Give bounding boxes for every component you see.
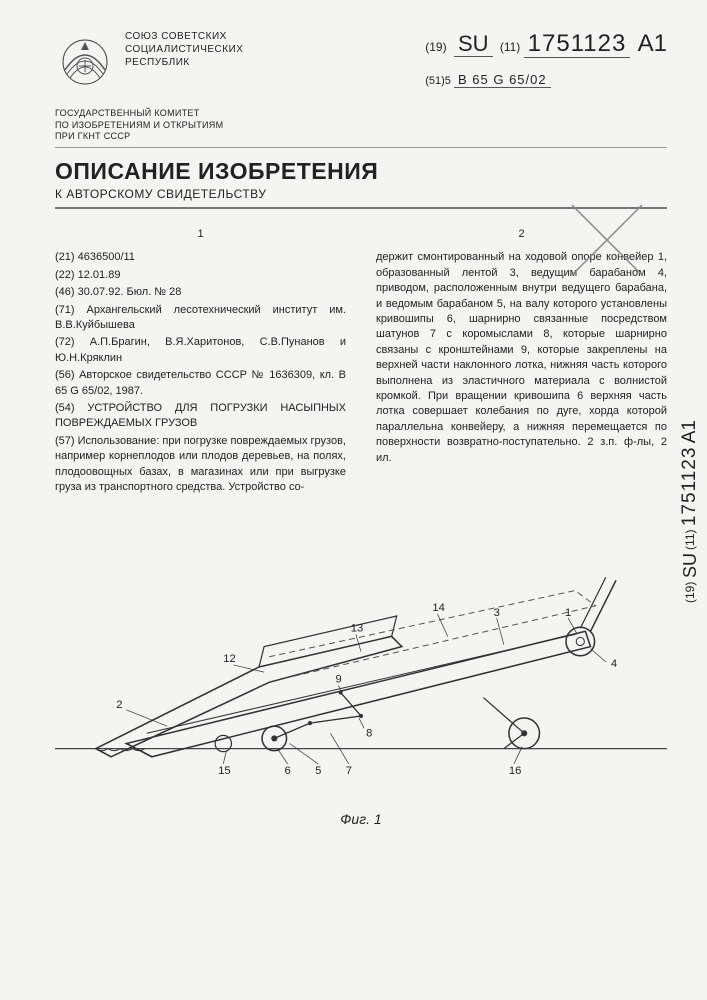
field-46: (46) 30.07.92. Бюл. № 28: [55, 285, 346, 300]
side-number: 1751123: [679, 447, 700, 527]
org-line: СОЦИАЛИСТИЧЕСКИХ: [125, 43, 243, 56]
side-19: (19): [683, 582, 697, 603]
committee-line: ПРИ ГКНТ СССР: [55, 131, 667, 143]
side-a1: A1: [679, 420, 700, 443]
side-document-code: (19) SU (11) 1751123 A1: [679, 420, 701, 603]
committee-line: ПО ИЗОБРЕТЕНИЯМ И ОТКРЫТИЯМ: [55, 120, 667, 132]
column-left: 1 (21) 4636500/11 (22) 12.01.89 (46) 30.…: [55, 227, 346, 497]
org-line: РЕСПУБЛИК: [125, 56, 243, 69]
ref-14: 14: [432, 602, 444, 614]
ref-4: 4: [611, 658, 617, 670]
ref-15: 15: [218, 765, 230, 777]
country-code: SU: [454, 31, 493, 57]
committee-line: ГОСУДАРСТВЕННЫЙ КОМИТЕТ: [55, 108, 667, 120]
code-51-label: (51)5: [425, 75, 451, 87]
state-emblem: [55, 30, 115, 90]
ref-16: 16: [509, 765, 521, 777]
field-72: (72) А.П.Брагин, В.Я.Харитонов, С.В.Пуна…: [55, 335, 346, 366]
committee-block: ГОСУДАРСТВЕННЫЙ КОМИТЕТ ПО ИЗОБРЕТЕНИЯМ …: [55, 108, 667, 143]
field-21: (21) 4636500/11: [55, 250, 346, 265]
divider-heavy: [55, 207, 667, 209]
ipc-class: B 65 G 65/02: [454, 72, 551, 88]
ref-7: 7: [346, 765, 352, 777]
issuing-org: СОЮЗ СОВЕТСКИХ СОЦИАЛИСТИЧЕСКИХ РЕСПУБЛИ…: [125, 30, 243, 90]
ref-8: 8: [366, 728, 372, 740]
document-subtitle: К АВТОРСКОМУ СВИДЕТЕЛЬСТВУ: [55, 187, 667, 201]
ref-1: 1: [565, 607, 571, 619]
figure-caption: Фиг. 1: [55, 811, 667, 827]
ref-9: 9: [336, 674, 342, 686]
side-su: SU: [680, 553, 700, 578]
document-number: 1751123: [524, 30, 631, 58]
field-54: (54) УСТРОЙСТВО ДЛЯ ПОГРУЗКИ НАСЫПНЫХ ПО…: [55, 401, 346, 432]
body-columns: 1 (21) 4636500/11 (22) 12.01.89 (46) 30.…: [55, 227, 667, 497]
ref-3: 3: [494, 607, 500, 619]
code-11-label: (11): [500, 40, 520, 54]
column-number: 1: [55, 227, 346, 242]
column-right: 2 держит смонтированный на ходовой опоре…: [376, 227, 667, 497]
code-19-label: (19): [425, 40, 446, 54]
ref-12: 12: [223, 653, 235, 665]
divider: [55, 147, 667, 148]
document-title: ОПИСАНИЕ ИЗОБРЕТЕНИЯ: [55, 158, 667, 185]
side-11: (11): [683, 530, 697, 550]
kind-code: A1: [638, 30, 667, 57]
ref-2: 2: [116, 699, 122, 711]
ref-5: 5: [315, 765, 321, 777]
document-codes: (19) SU (11) 1751123 A1 (51)5 B 65 G 65/…: [425, 30, 667, 87]
field-57: (57) Использование: при погрузке поврежд…: [55, 434, 346, 496]
field-56: (56) Авторское свидетельство СССР № 1636…: [55, 368, 346, 399]
org-line: СОЮЗ СОВЕТСКИХ: [125, 30, 243, 43]
figure-1: 1 2 3 4 5 6 7 8 9 12 13 14 15 16: [55, 527, 667, 807]
abstract-continuation: держит смонтированный на ходовой опоре к…: [376, 250, 667, 465]
column-number: 2: [376, 227, 667, 242]
ref-13: 13: [351, 623, 363, 635]
ref-6: 6: [285, 765, 291, 777]
field-71: (71) Архангельский лесотехнический инсти…: [55, 303, 346, 334]
field-22: (22) 12.01.89: [55, 268, 346, 283]
